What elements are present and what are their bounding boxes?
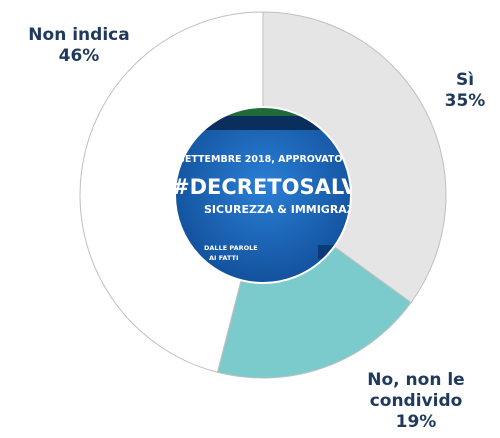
donut-slices xyxy=(79,11,447,379)
photo-line-fatti: AI FATTI xyxy=(209,254,238,262)
label-no-pct: 19% xyxy=(395,412,437,432)
label-no-line1: No, non le xyxy=(367,370,465,390)
label-non-indica: Non indica 46% xyxy=(4,25,154,67)
label-non-indica-pct: 46% xyxy=(58,46,100,66)
photo-line-parole: DALLE PAROLE xyxy=(204,244,258,252)
label-si-pct: 35% xyxy=(444,91,486,111)
photo-line-date: SETTEMBRE 2018, APPROVATO IL xyxy=(178,154,355,165)
label-no-line2: condivido xyxy=(369,391,463,411)
photo-line-subtitle: SICUREZZA & IMMIGRAZIONE xyxy=(204,203,385,216)
slice-non-indica xyxy=(79,11,264,373)
photo-line-hashtag: #DECRETOSALVINI xyxy=(172,175,391,199)
photo-border xyxy=(174,106,352,284)
label-no: No, non le condivido 19% xyxy=(336,370,496,433)
label-non-indica-name: Non indica xyxy=(28,25,130,45)
photo-top-strip xyxy=(228,108,318,116)
slice-s xyxy=(262,11,447,304)
label-si-name: Sì xyxy=(455,70,475,90)
label-si: Sì 35% xyxy=(432,70,498,112)
